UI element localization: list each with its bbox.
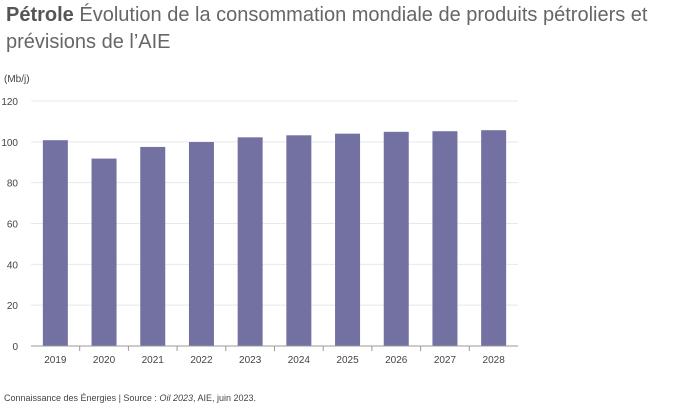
x-tick-label: 2019 (44, 355, 67, 366)
y-tick-label: 40 (7, 260, 19, 271)
x-tick-label: 2022 (190, 355, 213, 366)
x-tick-label: 2026 (385, 355, 408, 366)
bar-2019 (42, 140, 68, 346)
y-tick-label: 0 (12, 342, 18, 353)
y-tick-label: 60 (7, 220, 19, 231)
y-axis-unit-label: (Mb/j) (4, 74, 30, 85)
y-tick-label: 100 (1, 138, 18, 149)
x-tick-label: 2020 (93, 355, 116, 366)
y-axis-ticks: 0 20 40 60 80 100 120 (1, 97, 18, 353)
x-tick-label: 2028 (483, 355, 506, 366)
chart-title-text: Évolution de la consommation mondiale de… (6, 4, 648, 53)
x-tick-label: 2021 (142, 355, 165, 366)
x-tick-label: 2023 (239, 355, 262, 366)
bar-2023 (237, 137, 263, 346)
chart-title-bold: Pétrole (6, 4, 74, 26)
y-tick-label: 80 (7, 179, 19, 190)
bar-2022 (188, 142, 214, 346)
bar-2020 (91, 158, 117, 346)
y-tick-label: 120 (1, 97, 18, 108)
bar-2026 (383, 131, 409, 346)
bar-2027 (432, 131, 458, 346)
x-tick-label: 2024 (288, 355, 311, 366)
bars (42, 130, 507, 346)
bar-2024 (286, 135, 312, 346)
chart-title: Pétrole Évolution de la consommation mon… (6, 2, 696, 56)
bar-2028 (481, 130, 507, 346)
source-prefix: Connaissance des Énergies | Source : (4, 393, 160, 403)
source-suffix: , AIE, juin 2023. (192, 393, 257, 403)
x-tick-label: 2027 (434, 355, 457, 366)
x-axis-ticks: 2019 2020 2021 2022 2023 2024 2025 2026 2027 2028 (44, 346, 505, 366)
bar-2025 (335, 133, 361, 346)
source-italic: Oil 2023 (159, 393, 193, 403)
y-tick-label: 20 (7, 301, 19, 312)
bar-2021 (140, 146, 166, 346)
x-tick-label: 2025 (336, 355, 359, 366)
source-note: Connaissance des Énergies | Source : Oil… (4, 393, 256, 403)
